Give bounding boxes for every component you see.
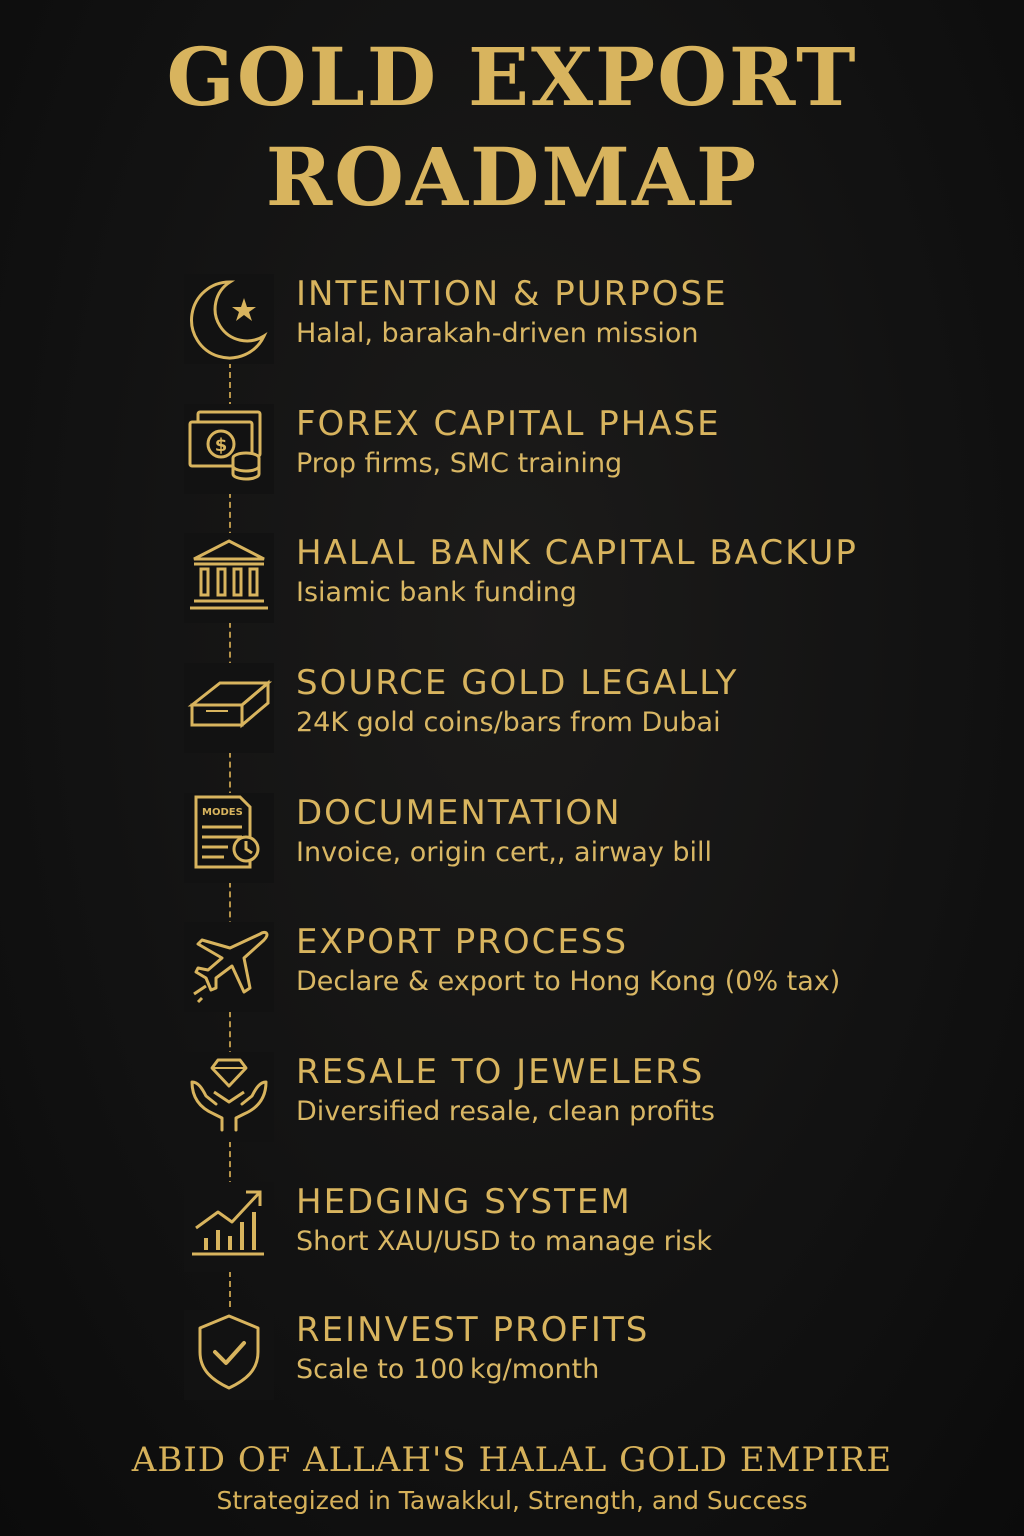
step-title: INTENTION & PURPOSE <box>296 274 728 314</box>
roadmap-step-documentation: MODES DOCUMENTATION Invoice, origin cert… <box>0 793 1024 903</box>
step-title: EXPORT PROCESS <box>296 922 629 962</box>
step-description: Prop firms, SMC training <box>296 448 623 479</box>
step-description: Short XAU/USD to manage risk <box>296 1226 712 1257</box>
hands-diamond-icon <box>184 1052 274 1142</box>
roadmap-step-reinvest: REINVEST PROFITS Scale to 100 kg/month <box>0 1310 1024 1420</box>
roadmap-step-resale: RESALE TO JEWELERS Diversified resale, c… <box>0 1052 1024 1162</box>
document-icon: MODES <box>184 793 274 883</box>
shield-check-icon <box>184 1310 274 1400</box>
growth-chart-icon <box>184 1182 274 1272</box>
roadmap-step-intention: INTENTION & PURPOSE Halal, barakah-drive… <box>0 274 1024 384</box>
cash-coins-icon: $ <box>184 404 274 494</box>
step-description: Halal, barakah-driven mission <box>296 318 699 349</box>
step-description: Invoice, origin cert,, airway bill <box>296 837 713 868</box>
page-title-line-1: GOLD EXPORT <box>166 30 858 124</box>
svg-text:$: $ <box>215 435 228 456</box>
footer-subtitle: Strategized in Tawakkul, Strength, and S… <box>216 1486 808 1515</box>
step-title: RESALE TO JEWELERS <box>296 1052 705 1092</box>
step-title: REINVEST PROFITS <box>296 1310 650 1350</box>
step-title: SOURCE GOLD LEGALLY <box>296 663 739 703</box>
footer-tagline: ABID OF ALLAH'S HALAL GOLD EMPIRE <box>131 1440 893 1480</box>
crescent-star-icon <box>184 274 274 364</box>
step-description: Isiamic bank funding <box>296 577 577 608</box>
roadmap-step-source-gold: SOURCE GOLD LEGALLY 24K gold coins/bars … <box>0 663 1024 773</box>
gold-bar-icon <box>184 663 274 753</box>
page-title-line-2: ROADMAP <box>265 130 759 224</box>
step-title: DOCUMENTATION <box>296 793 622 833</box>
roadmap-step-bank: HALAL BANK CAPITAL BACKUP Isiamic bank f… <box>0 533 1024 643</box>
airplane-icon <box>184 922 274 1012</box>
document-icon-label: MODES <box>202 807 243 818</box>
step-description: Declare & export to Hong Kong (0% tax) <box>296 966 841 997</box>
step-description: Scale to 100 kg/month <box>296 1354 600 1385</box>
roadmap-step-hedging: HEDGING SYSTEM Short XAU/USD to manage r… <box>0 1182 1024 1292</box>
roadmap-step-forex: $ FOREX CAPITAL PHASE Prop firms, SMC tr… <box>0 404 1024 514</box>
step-description: 24K gold coins/bars from Dubai <box>296 707 721 738</box>
step-title: HALAL BANK CAPITAL BACKUP <box>296 533 858 573</box>
step-description: Diversified resale, clean profits <box>296 1096 715 1127</box>
bank-icon <box>184 533 274 623</box>
step-title: HEDGING SYSTEM <box>296 1182 632 1222</box>
step-title: FOREX CAPITAL PHASE <box>296 404 721 444</box>
roadmap-step-export: EXPORT PROCESS Declare & export to Hong … <box>0 922 1024 1032</box>
